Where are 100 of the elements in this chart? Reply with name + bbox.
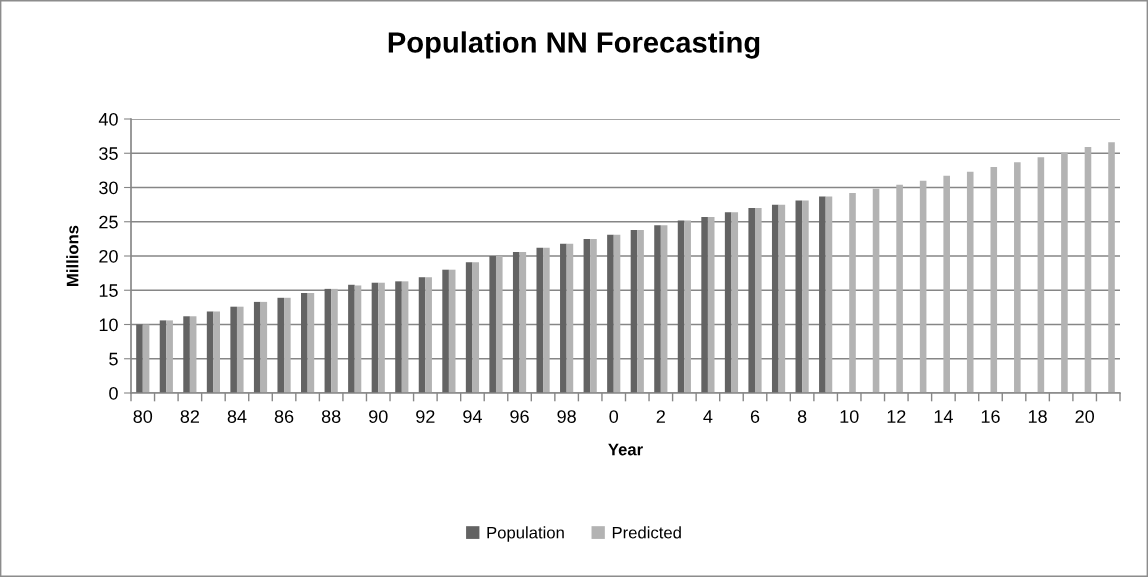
bar xyxy=(495,256,503,393)
x-tick-label: 86 xyxy=(274,410,294,423)
bar xyxy=(896,184,903,393)
bar xyxy=(519,251,527,393)
y-tick-label: 5 xyxy=(109,352,118,366)
bar xyxy=(613,234,621,393)
bar xyxy=(331,288,338,393)
bar xyxy=(748,208,756,393)
bar xyxy=(731,212,739,393)
bar xyxy=(583,238,591,393)
y-tick-label: 35 xyxy=(99,147,118,160)
bar xyxy=(771,204,779,393)
bar xyxy=(354,285,362,393)
x-tick-label: 12 xyxy=(887,410,906,423)
bar xyxy=(778,204,786,393)
bar xyxy=(654,225,661,393)
x-tick-label: 14 xyxy=(934,410,953,423)
y-tick-label: 25 xyxy=(99,215,118,229)
bar xyxy=(301,292,308,393)
x-tick-label: 90 xyxy=(369,410,388,423)
x-tick-label: 18 xyxy=(1028,410,1047,423)
y-tick-label: 20 xyxy=(99,249,118,263)
bar xyxy=(607,234,614,393)
x-tick-label: 10 xyxy=(840,410,859,423)
x-tick-label: 2 xyxy=(656,410,665,423)
bar xyxy=(966,171,974,393)
bar xyxy=(1014,162,1021,393)
bar xyxy=(418,277,426,393)
bar xyxy=(560,243,567,393)
x-tick-label: 96 xyxy=(510,410,529,423)
bar xyxy=(324,288,332,393)
bar xyxy=(1108,142,1115,393)
bar xyxy=(590,238,597,393)
x-tick-label: 88 xyxy=(321,410,341,423)
bar xyxy=(159,320,167,393)
bar xyxy=(189,316,197,393)
bar xyxy=(213,311,221,393)
x-tick-label: 20 xyxy=(1075,410,1095,423)
x-tick-label: 80 xyxy=(133,410,153,423)
bar xyxy=(136,324,143,393)
bar xyxy=(755,208,762,393)
x-tick-label: 4 xyxy=(703,410,713,423)
bar xyxy=(543,247,550,393)
bar xyxy=(566,243,574,393)
bar xyxy=(183,316,190,393)
x-tick-label: 94 xyxy=(463,410,482,423)
bar xyxy=(536,247,544,393)
bar xyxy=(684,220,691,393)
bar xyxy=(395,281,402,393)
bar xyxy=(442,269,449,393)
bar xyxy=(253,301,261,393)
bar xyxy=(1061,152,1068,393)
bar xyxy=(371,282,379,393)
bar xyxy=(724,212,732,393)
bar xyxy=(819,196,826,393)
bar xyxy=(307,292,315,393)
bar xyxy=(701,216,708,393)
bar xyxy=(465,262,473,393)
bar xyxy=(637,229,644,393)
bar xyxy=(448,269,456,393)
bar xyxy=(990,166,998,393)
legend-label: Predicted xyxy=(612,526,681,539)
x-tick-label: 82 xyxy=(180,410,200,423)
bar xyxy=(260,301,268,393)
bar xyxy=(943,175,950,393)
y-axis-title: Millions xyxy=(66,225,79,286)
x-axis-title: Year xyxy=(608,443,643,456)
bar xyxy=(825,196,833,393)
x-tick-label: 8 xyxy=(797,410,807,423)
x-tick-label: 84 xyxy=(227,410,247,423)
bar xyxy=(230,306,237,393)
bar xyxy=(1084,147,1092,393)
x-tick-label: 6 xyxy=(750,410,760,423)
bar xyxy=(166,320,173,393)
bar xyxy=(1037,157,1045,393)
x-tick-label: 98 xyxy=(557,410,576,423)
bar xyxy=(348,284,355,393)
x-tick-label: 0 xyxy=(609,410,619,423)
bar xyxy=(277,297,285,393)
bar xyxy=(425,277,432,393)
bar xyxy=(489,256,496,393)
legend-label: Population xyxy=(487,526,564,542)
bar xyxy=(512,251,520,393)
y-tick-label: 40 xyxy=(98,112,118,126)
bar xyxy=(401,281,409,393)
bar xyxy=(206,311,214,393)
y-tick-label: 30 xyxy=(99,181,118,195)
y-tick-label: 10 xyxy=(99,318,118,332)
x-tick-label: 16 xyxy=(981,410,1000,423)
bar xyxy=(472,262,480,393)
bar xyxy=(677,220,685,393)
x-tick-label: 92 xyxy=(416,410,435,423)
bar xyxy=(849,192,856,393)
y-tick-label: 0 xyxy=(109,386,118,400)
bar xyxy=(630,229,638,393)
bar xyxy=(795,200,803,393)
bar xyxy=(707,216,715,393)
bar xyxy=(378,282,385,393)
bar xyxy=(919,180,927,393)
y-tick-label: 15 xyxy=(99,284,118,297)
